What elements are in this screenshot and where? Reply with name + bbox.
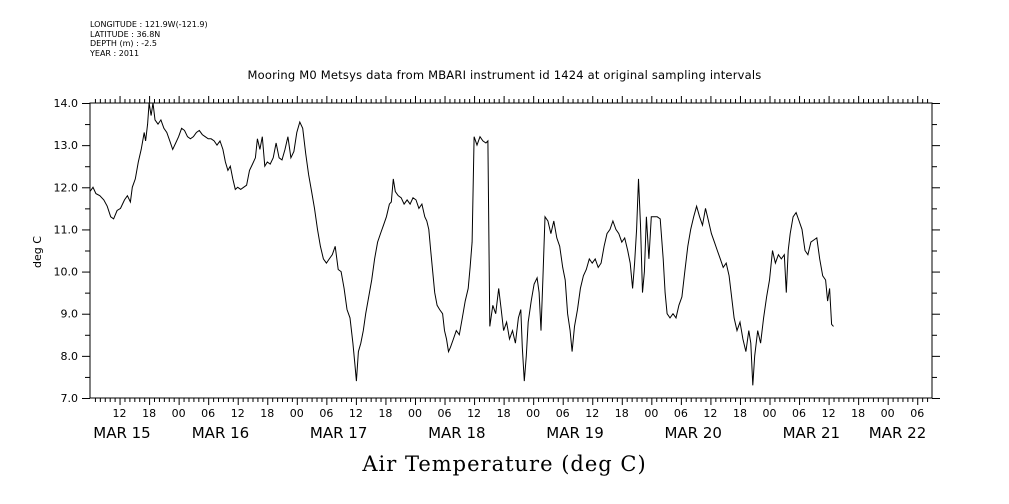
y-tick-label: 11.0	[54, 223, 79, 236]
x-hour-label: 12	[113, 407, 127, 420]
x-day-label: MAR 17	[310, 424, 367, 442]
x-hour-label: 18	[733, 407, 747, 420]
x-hour-label: 18	[497, 407, 511, 420]
latitude-text: LATITUDE : 36.8N	[90, 29, 161, 39]
x-day-label: MAR 21	[783, 424, 840, 442]
x-hour-label: 00	[290, 407, 304, 420]
depth-text: DEPTH (m) : -2.5	[90, 39, 157, 48]
x-hour-label: 12	[585, 407, 599, 420]
y-tick-label: 14.0	[54, 97, 79, 110]
x-hour-label: 06	[438, 407, 452, 420]
x-hour-label: 18	[615, 407, 629, 420]
x-day-label: MAR 18	[428, 424, 485, 442]
x-hour-label: 12	[349, 407, 363, 420]
y-tick-label: 12.0	[54, 181, 79, 194]
x-hour-label: 06	[792, 407, 806, 420]
y-tick-label: 7.0	[61, 392, 79, 405]
variable-title: Air Temperature (deg C)	[362, 452, 647, 476]
x-hour-label: 00	[881, 407, 895, 420]
y-tick-label: 8.0	[61, 350, 79, 363]
longitude-text: LONGITUDE : 121.9W(-121.9)	[90, 20, 208, 29]
x-hour-label: 06	[556, 407, 570, 420]
metadata-block: LONGITUDE : 121.9W(-121.9) LATITUDE : 36…	[90, 20, 208, 58]
x-hour-label: 18	[851, 407, 865, 420]
x-hour-label: 06	[319, 407, 333, 420]
x-hour-label: 00	[526, 407, 540, 420]
x-day-label: MAR 16	[192, 424, 249, 442]
chart-title: Mooring M0 Metsys data from MBARI instru…	[247, 68, 762, 82]
x-hour-label: 12	[822, 407, 836, 420]
x-hour-label: 18	[378, 407, 392, 420]
x-hour-label: 12	[231, 407, 245, 420]
x-hour-label: 18	[260, 407, 274, 420]
x-hour-label: 12	[703, 407, 717, 420]
x-hour-label: 06	[674, 407, 688, 420]
y-tick-label: 9.0	[61, 308, 79, 321]
x-day-label: MAR 15	[93, 424, 150, 442]
x-day-label: MAR 20	[664, 424, 721, 442]
x-hour-label: 00	[763, 407, 777, 420]
air-temperature-series-line	[89, 102, 834, 386]
x-hour-label: 00	[408, 407, 422, 420]
x-hour-label: 00	[644, 407, 658, 420]
y-tick-label: 13.0	[54, 139, 79, 152]
x-hour-label: 06	[910, 407, 924, 420]
x-hour-label: 12	[467, 407, 481, 420]
plot-frame	[89, 102, 933, 399]
x-day-label: MAR 22	[869, 424, 926, 442]
y-tick-label: 10.0	[54, 266, 79, 279]
x-day-label: MAR 19	[546, 424, 603, 442]
x-hour-label: 18	[142, 407, 156, 420]
y-axis-label: deg C	[31, 236, 44, 268]
year-text: YEAR : 2011	[90, 48, 140, 58]
x-hour-label: 06	[201, 407, 215, 420]
x-hour-label: 00	[172, 407, 186, 420]
